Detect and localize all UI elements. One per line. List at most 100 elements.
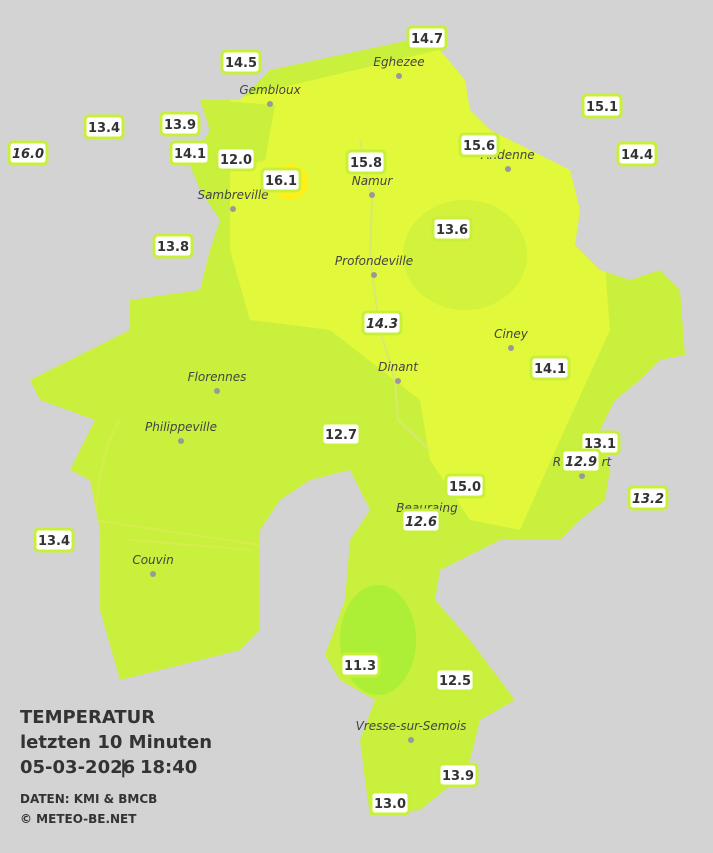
station-box <box>560 448 602 474</box>
station: 13.2 <box>627 485 669 511</box>
station-value: 12.5 <box>439 674 471 689</box>
town-label: Florennes <box>188 370 247 384</box>
town-label: Vresse-sur-Semois <box>356 719 467 733</box>
station-box <box>215 146 257 172</box>
station-box <box>345 149 387 175</box>
station: 12.9 <box>560 448 602 474</box>
station: 13.8 <box>152 233 194 259</box>
town-label: Sambreville <box>197 188 268 202</box>
station-box <box>220 49 262 75</box>
station: 14.7 <box>406 25 448 51</box>
station-box <box>169 140 211 166</box>
town-dot <box>230 206 236 212</box>
station-box <box>400 508 442 534</box>
station: 11.3 <box>339 652 381 678</box>
station-value: 14.4 <box>621 148 653 163</box>
station-box <box>369 790 411 816</box>
town-label: Namur <box>352 174 394 188</box>
station-value: 13.4 <box>38 534 70 549</box>
station-value: 16.1 <box>265 174 297 189</box>
station: 15.0 <box>444 473 486 499</box>
town-dot <box>408 737 414 743</box>
station-value: 11.3 <box>344 659 376 674</box>
station: 13.4 <box>83 114 125 140</box>
legend-copyright: © METEO-BE.NET <box>20 812 137 826</box>
station-value: 14.1 <box>534 362 566 377</box>
station-box <box>581 93 623 119</box>
station-box <box>458 132 500 158</box>
station-box <box>529 355 571 381</box>
town-dot <box>396 73 402 79</box>
station-box <box>361 310 403 336</box>
station-box <box>7 140 49 166</box>
station-value: 12.6 <box>405 515 437 530</box>
station-box <box>320 421 362 447</box>
station-value: 14.5 <box>225 56 257 71</box>
station-value: 12.7 <box>325 428 357 443</box>
station-box <box>83 114 125 140</box>
station-box <box>434 667 476 693</box>
station: 13.9 <box>437 762 479 788</box>
station-value: 13.9 <box>442 769 474 784</box>
station: 12.6 <box>400 508 442 534</box>
station: 14.4 <box>616 141 658 167</box>
town-dot <box>508 345 514 351</box>
station-value: 14.7 <box>411 32 443 47</box>
station-value: 14.3 <box>366 317 398 332</box>
town-dot <box>214 388 220 394</box>
station-box <box>159 111 201 137</box>
station: 14.1 <box>529 355 571 381</box>
station-value: 13.9 <box>164 118 196 133</box>
station: 13.0 <box>369 790 411 816</box>
station: 14.1 <box>169 140 211 166</box>
town-label: Gembloux <box>239 83 301 97</box>
station-value: 15.6 <box>463 139 495 154</box>
station-value: 13.6 <box>436 223 468 238</box>
station: 14.5 <box>220 49 262 75</box>
town-label: Ciney <box>494 327 529 341</box>
station-box <box>406 25 448 51</box>
station: 15.6 <box>458 132 500 158</box>
station-value: 13.2 <box>632 492 664 507</box>
legend-separator: | <box>120 757 127 778</box>
station-value: 12.0 <box>220 153 252 168</box>
station: 13.6 <box>431 216 473 242</box>
station-box <box>152 233 194 259</box>
station-value: 12.9 <box>565 455 597 470</box>
station: 13.9 <box>159 111 201 137</box>
station: 12.7 <box>320 421 362 447</box>
station-value: 13.4 <box>88 121 120 136</box>
town-dot <box>371 272 377 278</box>
town-label: Philippeville <box>145 420 217 434</box>
station-value: 15.8 <box>350 156 382 171</box>
legend-period: letzten 10 Minuten <box>20 732 212 753</box>
town-label: Profondeville <box>335 254 413 268</box>
station-box <box>437 762 479 788</box>
town-label: Couvin <box>132 553 173 567</box>
town-dot <box>579 473 585 479</box>
town-label: Dinant <box>378 360 419 374</box>
town-dot <box>178 438 184 444</box>
station-value: 14.1 <box>174 147 206 162</box>
station-box <box>627 485 669 511</box>
station-box <box>33 527 75 553</box>
station-box <box>616 141 658 167</box>
station-box <box>431 216 473 242</box>
station: 15.1 <box>581 93 623 119</box>
station: 12.5 <box>434 667 476 693</box>
legend-source: DATEN: KMI & BMCB <box>20 792 157 806</box>
station: 14.3 <box>361 310 403 336</box>
station-value: 15.0 <box>449 480 481 495</box>
station-value: 13.0 <box>374 797 406 812</box>
station: 13.4 <box>33 527 75 553</box>
station-box <box>444 473 486 499</box>
legend-date: 05-03-2026 <box>20 757 135 778</box>
town-dot <box>267 101 273 107</box>
station: 15.8 <box>345 149 387 175</box>
station: 16.1 <box>260 167 302 193</box>
town-label: Eghezee <box>373 55 424 69</box>
town-dot <box>395 378 401 384</box>
station: 16.0 <box>7 140 49 166</box>
station-box <box>260 167 302 193</box>
